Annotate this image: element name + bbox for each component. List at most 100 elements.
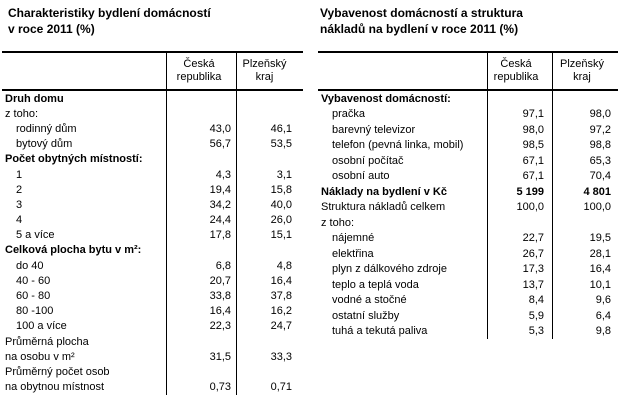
value-ceska-republika: 100,0 <box>487 199 552 215</box>
table-body: Druh domu z toho: rodinný dům 43,0 46,1 bytov… <box>2 91 303 395</box>
table-body: Vybavenost domácností: pračka 97,1 98,0 bare… <box>318 91 618 339</box>
value-plzensky-kraj: 6,4 <box>552 308 618 324</box>
table-row: z toho: <box>318 215 618 231</box>
column-header-plzensky-kraj: Plzeňský kraj <box>236 53 303 89</box>
row-label: 80 -100 <box>16 305 54 318</box>
value-plzensky-kraj <box>236 334 303 350</box>
table-row: 4 24,4 26,0 <box>2 212 303 228</box>
value-plzensky-kraj: 98,8 <box>552 137 618 153</box>
value-ceska-republika: 17,8 <box>166 227 236 243</box>
table-header: Česká republika Plzeňský kraj <box>2 51 303 91</box>
table-row: 3 34,2 40,0 <box>2 197 303 213</box>
table-row: Počet obytných místností: <box>2 151 303 167</box>
table-row: tuhá a tekutá paliva 5,3 9,8 <box>318 323 618 339</box>
table-title-line1: Charakteristiky bydlení domácností <box>8 6 211 20</box>
row-label: rodinný dům <box>16 122 77 135</box>
table-row: na osobu v m² 31,5 33,3 <box>2 349 303 365</box>
value-plzensky-kraj: 53,5 <box>236 136 303 152</box>
value-ceska-republika: 8,4 <box>487 292 552 308</box>
row-label: ostatní služby <box>332 309 400 322</box>
value-ceska-republika: 5,9 <box>487 308 552 324</box>
value-plzensky-kraj: 4 801 <box>552 184 618 200</box>
table-title: Charakteristiky bydlení domácností v roc… <box>8 5 303 37</box>
table-row: 40 - 60 20,7 16,4 <box>2 273 303 289</box>
value-ceska-republika <box>487 215 552 231</box>
row-label: 4 <box>16 214 23 227</box>
table-row: bytový dům 56,7 53,5 <box>2 136 303 152</box>
value-ceska-republika: 31,5 <box>166 349 236 365</box>
table-row: z toho: <box>2 106 303 122</box>
column-header-ceska-republika: Česká republika <box>166 53 236 89</box>
value-plzensky-kraj: 16,4 <box>236 273 303 289</box>
table-row: osobní počítač 67,1 65,3 <box>318 153 618 169</box>
table-row: teplo a teplá voda 13,7 10,1 <box>318 277 618 293</box>
table-row: vodné a stočné 8,4 9,6 <box>318 292 618 308</box>
value-ceska-republika <box>166 242 236 259</box>
value-ceska-republika <box>166 91 236 107</box>
row-label: barevný televizor <box>332 123 416 136</box>
table-row: do 40 6,8 4,8 <box>2 258 303 274</box>
value-ceska-republika: 98,5 <box>487 137 552 153</box>
table-row: osobní auto 67,1 70,4 <box>318 168 618 184</box>
row-label: 40 - 60 <box>16 274 51 287</box>
value-plzensky-kraj <box>236 364 303 380</box>
column-header-text: kraj <box>573 71 591 83</box>
table-row: Struktura nákladů celkem 100,0 100,0 <box>318 199 618 215</box>
row-label: bytový dům <box>16 138 73 151</box>
row-label: Druh domu <box>5 92 64 105</box>
row-label: Vybavenost domácností: <box>321 92 451 105</box>
value-ceska-republika <box>166 364 236 380</box>
row-label: z toho: <box>5 107 39 120</box>
table-row: ostatní služby 5,9 6,4 <box>318 308 618 324</box>
value-plzensky-kraj: 100,0 <box>552 199 618 215</box>
value-plzensky-kraj <box>236 106 303 122</box>
value-plzensky-kraj: 98,0 <box>552 106 618 122</box>
table-title: Vybavenost domácností a struktura náklad… <box>320 5 618 37</box>
row-label: 1 <box>16 168 23 181</box>
value-plzensky-kraj: 9,8 <box>552 323 618 339</box>
value-ceska-republika: 33,8 <box>166 288 236 304</box>
value-ceska-republika <box>166 334 236 350</box>
table-row: telefon (pevná linka, mobil) 98,5 98,8 <box>318 137 618 153</box>
table-row: Celková plocha bytu v m²: <box>2 242 303 259</box>
column-header-text: Plzeňský <box>242 58 287 70</box>
table-row: pračka 97,1 98,0 <box>318 106 618 122</box>
row-label: plyn z dálkového zdroje <box>332 263 447 276</box>
value-plzensky-kraj: 15,8 <box>236 182 303 198</box>
row-label: osobní počítač <box>332 154 404 167</box>
row-label: Náklady na bydlení v Kč <box>321 185 447 198</box>
value-plzensky-kraj: 16,4 <box>552 261 618 277</box>
row-label: teplo a teplá voda <box>332 278 419 291</box>
value-plzensky-kraj: 10,1 <box>552 277 618 293</box>
value-plzensky-kraj: 46,1 <box>236 121 303 137</box>
row-label: telefon (pevná linka, mobil) <box>332 139 464 152</box>
value-plzensky-kraj <box>236 151 303 167</box>
table-row: nájemné 22,7 19,5 <box>318 230 618 246</box>
value-ceska-republika: 6,8 <box>166 258 236 274</box>
value-plzensky-kraj: 4,8 <box>236 258 303 274</box>
value-ceska-republika: 17,3 <box>487 261 552 277</box>
value-plzensky-kraj <box>552 91 618 107</box>
row-label: Průměrný počet osob <box>5 365 110 378</box>
value-ceska-republika: 67,1 <box>487 153 552 169</box>
value-ceska-republika: 22,3 <box>166 318 236 334</box>
value-plzensky-kraj: 97,2 <box>552 122 618 138</box>
value-ceska-republika: 5 199 <box>487 184 552 200</box>
value-plzensky-kraj: 40,0 <box>236 197 303 213</box>
row-label: elektřina <box>332 247 374 260</box>
value-plzensky-kraj <box>236 91 303 107</box>
row-label: 3 <box>16 198 23 211</box>
value-ceska-republika: 13,7 <box>487 277 552 293</box>
table-housing-characteristics: Charakteristiky bydlení domácností v roc… <box>2 5 303 395</box>
value-ceska-republika: 16,4 <box>166 303 236 319</box>
value-ceska-republika: 4,3 <box>166 166 236 183</box>
value-ceska-republika: 67,1 <box>487 168 552 184</box>
table-row: Náklady na bydlení v Kč 5 199 4 801 <box>318 184 618 200</box>
table-row: Průměrný počet osob <box>2 364 303 380</box>
row-label: Průměrná plocha <box>5 335 89 348</box>
table-row: 5 a více 17,8 15,1 <box>2 227 303 243</box>
table-row: na obytnou místnost 0,73 0,71 <box>2 379 303 395</box>
table-row: barevný televizor 98,0 97,2 <box>318 122 618 138</box>
data-table: Česká republika Plzeňský kraj Vybavenost… <box>318 51 618 339</box>
